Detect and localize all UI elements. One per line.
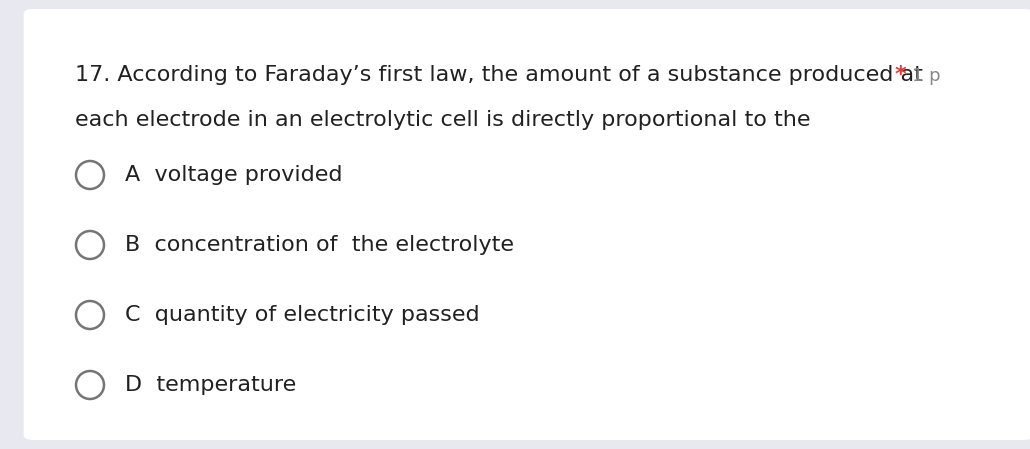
Text: *: *	[895, 65, 915, 85]
Circle shape	[76, 161, 104, 189]
Text: 17. According to Faraday’s first law, the amount of a substance produced at: 17. According to Faraday’s first law, th…	[75, 65, 923, 85]
Text: 1 p: 1 p	[912, 67, 940, 85]
Circle shape	[76, 231, 104, 259]
Text: each electrode in an electrolytic cell is directly proportional to the: each electrode in an electrolytic cell i…	[75, 110, 811, 130]
Circle shape	[76, 301, 104, 329]
Text: C  quantity of electricity passed: C quantity of electricity passed	[125, 305, 480, 325]
Text: A  voltage provided: A voltage provided	[125, 165, 343, 185]
Circle shape	[76, 371, 104, 399]
Text: D  temperature: D temperature	[125, 375, 297, 395]
Text: B  concentration of  the electrolyte: B concentration of the electrolyte	[125, 235, 514, 255]
